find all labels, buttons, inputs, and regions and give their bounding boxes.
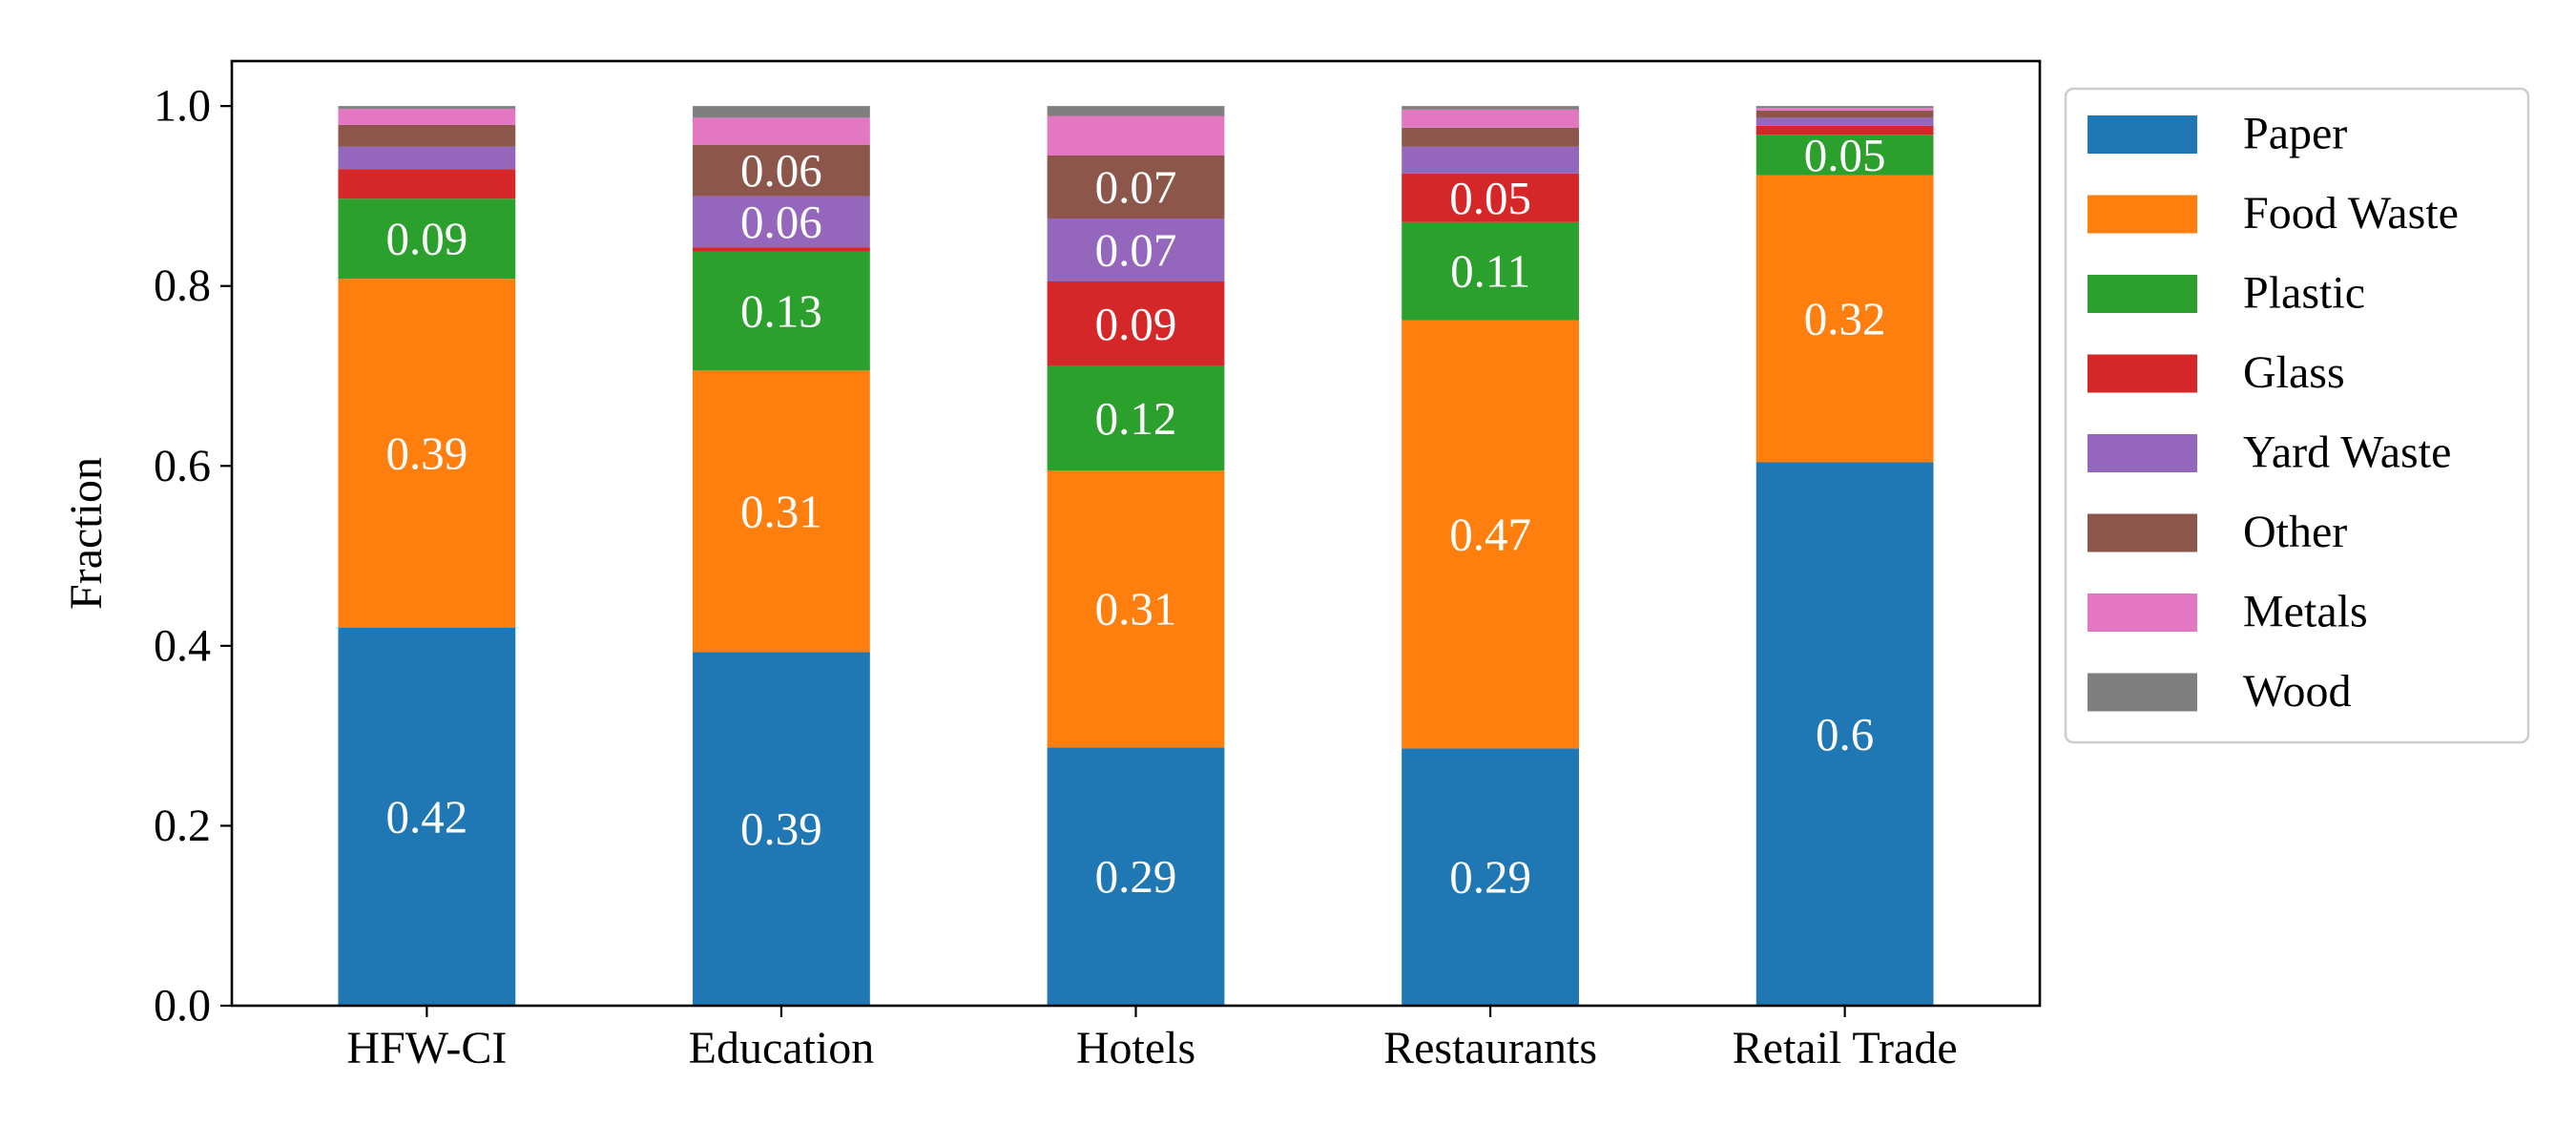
bar-segment [1047,365,1225,470]
legend-swatch [2088,275,2197,313]
data-labels-layer: 0.42 0.39 0.29 0.29 0.6 0.39 0.31 0.31 0.47 0.32 0… [385,129,1885,904]
bar-segment [1047,156,1225,219]
legend-label: Metals [2243,587,2368,637]
y-tick-label: 0.2 [154,801,211,851]
data-label: 0.39 [385,427,467,480]
legend-swatch [2088,593,2197,632]
legend-swatch [2088,195,2197,234]
bar-segment [693,196,870,248]
bar-segment [338,628,516,1006]
legend-label: Glass [2243,347,2345,398]
bar-segment [693,251,870,371]
data-label: 0.11 [1450,245,1530,298]
bar-segment [693,652,870,1006]
data-label: 0.32 [1804,293,1886,345]
bar-segment [1402,748,1579,1006]
legend-label: Other [2243,507,2347,557]
data-label: 0.29 [1449,851,1531,904]
bar-segment [338,198,516,280]
legend: Paper Food Waste Plastic Glass Yard Waste Oth… [2064,87,2530,744]
legend-swatch [2088,354,2197,393]
bar-segment [1402,106,1579,110]
bar-segment [693,370,870,653]
y-axis: 0.0 0.2 0.4 0.6 0.8 1.0 [154,81,232,1031]
bar-segment [1402,146,1579,174]
bar-segment [1755,125,1934,135]
bar-segment [1755,110,1934,118]
bar-segment [693,144,870,197]
bar-segment [338,169,516,199]
data-label: 0.47 [1449,508,1531,560]
bar-segment [1755,175,1934,463]
y-axis-title: Fraction [61,457,112,610]
data-label: 0.06 [740,196,822,248]
bar-segment [1402,173,1579,222]
data-label: 0.12 [1095,392,1177,445]
y-tick-label: 0.4 [154,620,211,671]
bars-layer [338,106,1934,1006]
legend-label: Wood [2243,666,2351,717]
legend-label: Yard Waste [2243,427,2451,478]
bar-segment [1755,117,1934,126]
bar-segment [1047,281,1225,366]
bar-segment [338,106,516,109]
x-tick-label: Hotels [1076,1023,1195,1073]
data-label: 0.07 [1095,224,1177,277]
bar-segment [1755,462,1934,1006]
data-label: 0.29 [1095,850,1177,903]
bar-segment [1047,106,1225,116]
data-label: 0.39 [740,802,822,855]
bar-segment [338,279,516,628]
y-tick-label: 0.6 [154,441,211,491]
bar-segment [338,146,516,170]
bar-segment [1047,747,1225,1006]
data-label: 0.05 [1804,129,1886,181]
legend-frame [2064,87,2530,744]
data-label: 0.31 [1095,583,1177,635]
legend-label: Plastic [2243,268,2365,319]
bar-segment [1402,221,1579,321]
x-tick-label: Retail Trade [1733,1023,1958,1073]
data-label: 0.05 [1449,172,1531,224]
bar-segment [1047,470,1225,748]
data-label: 0.07 [1095,161,1177,214]
data-label: 0.09 [385,213,467,265]
bar-segment [1755,106,1934,109]
x-axis: HFW-CI Education Hotels Restaurants Retail T… [346,1006,1958,1073]
bar-segment [338,108,516,125]
bar-segment [693,106,870,118]
legend-swatch [2088,434,2197,472]
bar-segment [1047,115,1225,156]
x-tick-label: Restaurants [1383,1023,1597,1073]
bar-segment [1402,127,1579,147]
bar-segment [693,247,870,252]
legend-swatch [2088,115,2197,154]
bar-segment [1402,109,1579,128]
x-tick-label: HFW-CI [346,1023,507,1073]
bar-segment [1755,135,1934,176]
bar-segment [1047,219,1225,281]
data-label: 0.06 [740,144,822,197]
x-tick-label: Education [689,1023,875,1073]
data-label: 0.42 [385,791,467,843]
data-label: 0.6 [1816,708,1874,760]
legend-swatch [2088,513,2197,552]
y-tick-label: 0.0 [154,981,211,1031]
y-tick-label: 0.8 [154,260,211,311]
bar-segment [693,117,870,145]
legend-swatch [2088,673,2197,712]
legend-label: Paper [2243,109,2347,159]
legend-label: Food Waste [2243,188,2459,239]
data-label: 0.13 [740,285,822,338]
data-label: 0.09 [1095,298,1177,350]
bar-segment [338,124,516,147]
bar-segment [1402,320,1579,749]
bar-segment [1755,108,1934,111]
y-tick-label: 1.0 [154,81,211,132]
data-label: 0.31 [740,485,822,537]
